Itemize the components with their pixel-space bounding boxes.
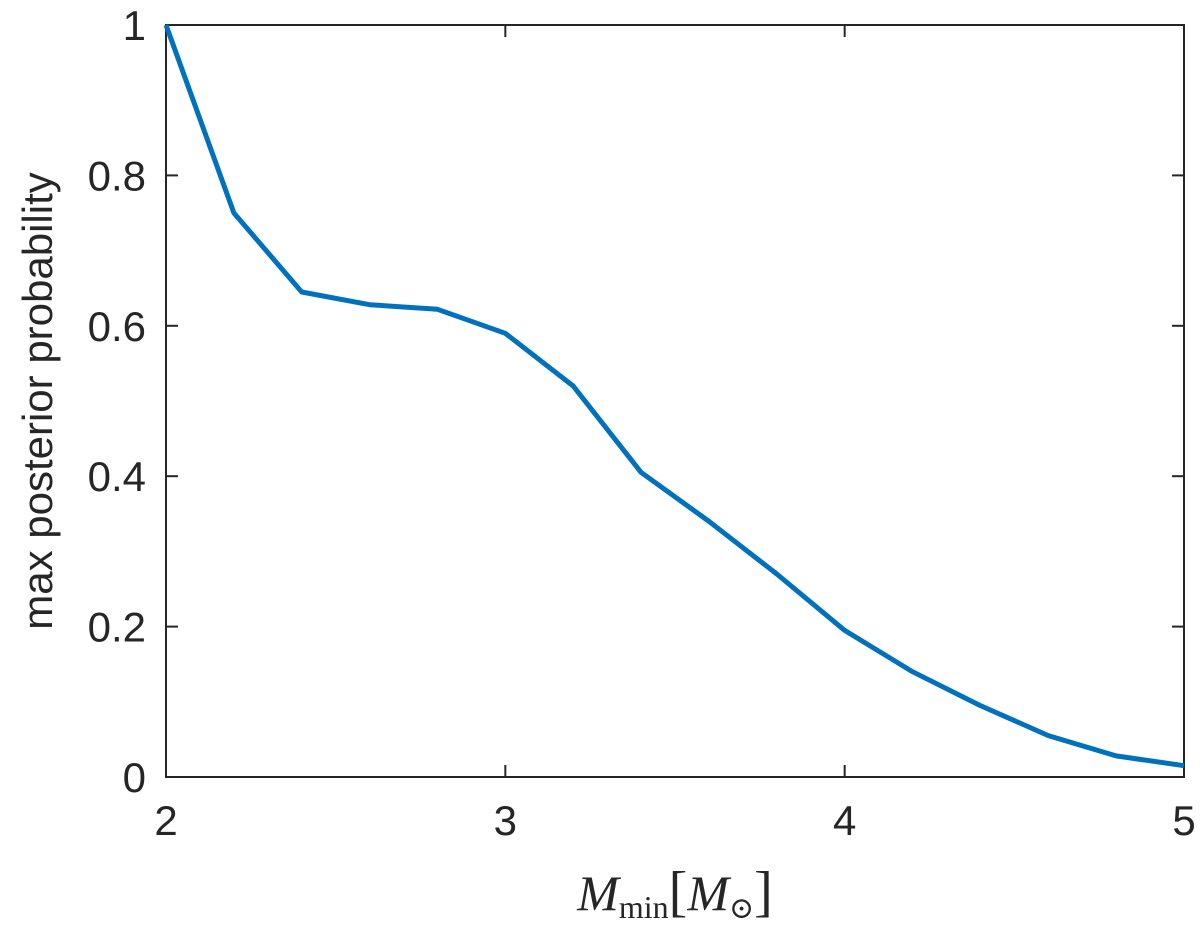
x-tick-label: 5 bbox=[1172, 797, 1195, 844]
axis-labels: max posterior probability Mmin[M⊙] bbox=[14, 172, 773, 925]
y-tick-label: 0 bbox=[123, 754, 146, 801]
x-label-unit: M bbox=[686, 865, 731, 921]
x-axis-label: Mmin[M⊙] bbox=[576, 861, 773, 925]
axes bbox=[165, 24, 1185, 778]
x-label-subscript: min bbox=[619, 889, 669, 925]
x-label-bracket-open: [ bbox=[669, 861, 688, 923]
y-tick-label: 0.6 bbox=[88, 303, 146, 350]
y-tick-label: 0.4 bbox=[88, 453, 146, 500]
x-label-unit-subscript: ⊙ bbox=[729, 892, 754, 925]
y-tick-label: 0.2 bbox=[88, 604, 146, 651]
x-label-bracket-close: ] bbox=[754, 861, 773, 923]
y-tick-label: 0.8 bbox=[88, 152, 146, 199]
plot-frame bbox=[165, 24, 1185, 778]
y-tick-label: 1 bbox=[123, 2, 146, 49]
y-axis-label: max posterior probability bbox=[14, 172, 61, 630]
x-tick-label: 3 bbox=[494, 797, 517, 844]
series-line bbox=[163, 24, 1185, 769]
x-tick-label: 2 bbox=[154, 797, 177, 844]
series-lines bbox=[163, 24, 1185, 769]
ticks: 2 3 4 5 0 0.2 0.4 0.6 0.8 1 bbox=[88, 2, 1196, 844]
x-label-symbol: M bbox=[576, 865, 621, 921]
x-tick-label: 4 bbox=[833, 797, 856, 844]
